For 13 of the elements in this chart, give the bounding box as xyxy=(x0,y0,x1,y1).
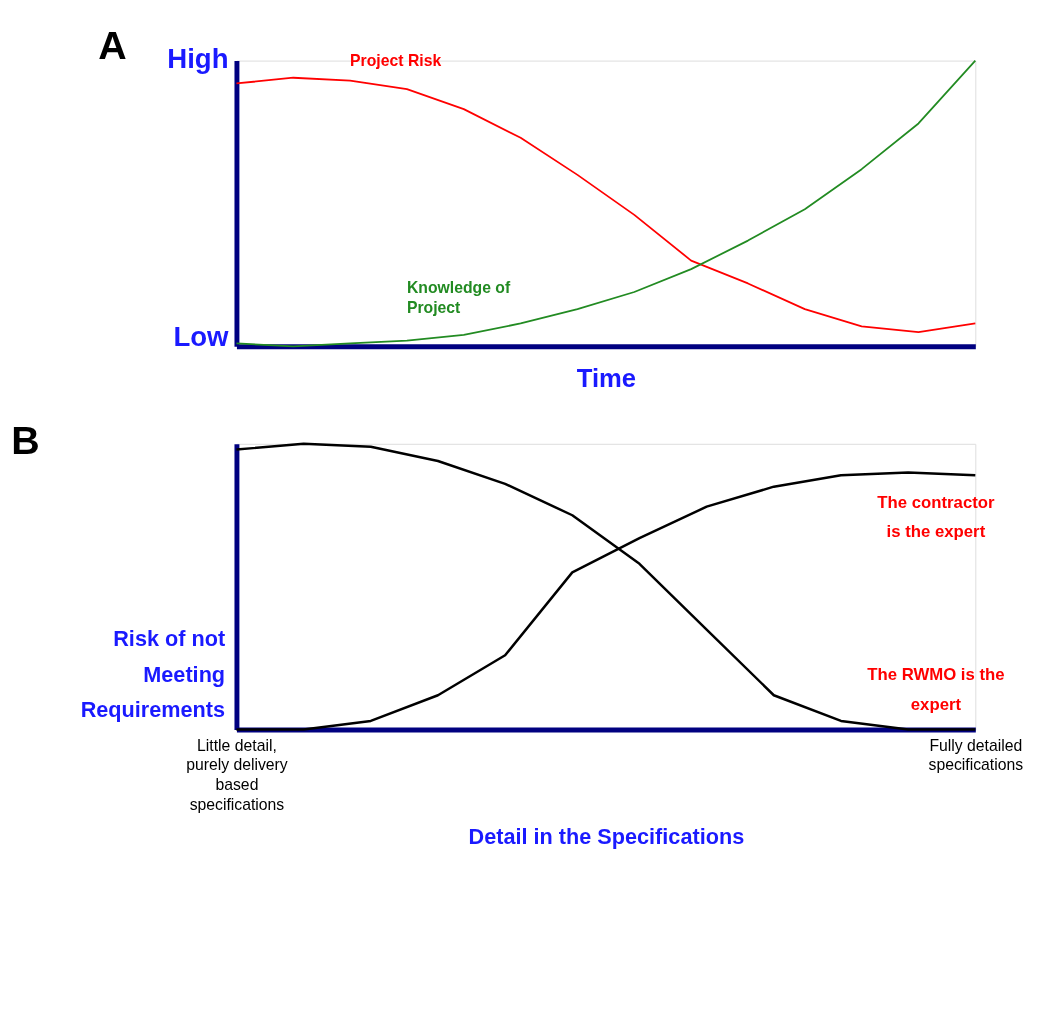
y-axis-title: Risk of not Meeting Requirements xyxy=(80,626,226,723)
text: Low xyxy=(173,321,230,353)
x-axis-title: Detail in the Specifications xyxy=(468,824,745,850)
text: High xyxy=(167,43,229,75)
series-label: Project Risk xyxy=(350,51,442,69)
x-tick-label: Little detail, purely delivery based specifications xyxy=(186,736,288,813)
series-label: Knowledge of Project xyxy=(406,279,511,316)
chart-title: B xyxy=(11,418,40,463)
x-tick-label: Fully detailed specifications xyxy=(928,736,1024,774)
annotation: The RWMO is the expert xyxy=(867,665,1005,714)
annotation: The contractor is the expert xyxy=(877,492,995,542)
x-axis-title: Time xyxy=(576,364,637,393)
chart-title: A xyxy=(98,22,127,67)
